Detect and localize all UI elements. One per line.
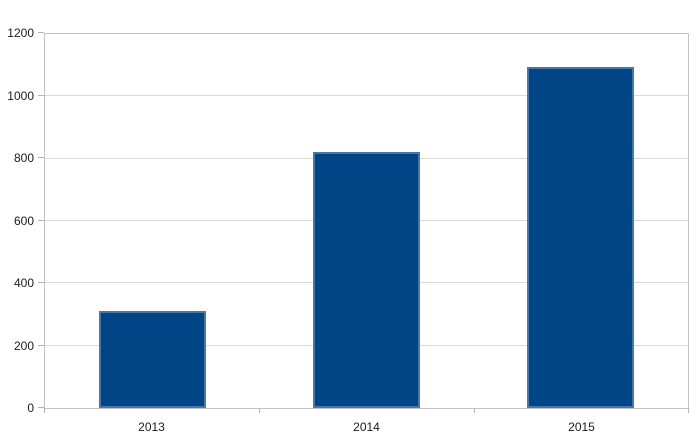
y-axis-tick-mark xyxy=(38,157,44,158)
y-axis-tick-mark xyxy=(38,32,44,33)
bar-2013 xyxy=(98,311,206,408)
y-axis-tick-mark xyxy=(38,219,44,221)
gridline-1000 xyxy=(45,95,688,97)
x-axis-tick-mark xyxy=(44,408,45,413)
y-axis-tick-mark xyxy=(38,282,44,283)
x-axis-category-label-2015: 2015 xyxy=(568,420,595,434)
y-axis-tick-label-200: 200 xyxy=(13,338,34,353)
x-axis-tick-mark xyxy=(473,408,475,413)
y-axis-tick-mark xyxy=(38,407,44,408)
y-axis-labels: 0 200 400 600 800 1000 1200 xyxy=(0,27,34,414)
x-axis-category-label-2014: 2014 xyxy=(353,420,380,434)
x-axis-ticks xyxy=(44,408,689,413)
y-axis-tick-label-0: 0 xyxy=(27,401,34,415)
y-axis-ticks xyxy=(38,32,44,408)
plot-area xyxy=(44,33,689,409)
y-axis-tick-mark xyxy=(38,344,44,346)
y-axis-tick-label-600: 600 xyxy=(13,213,34,228)
bar-2015 xyxy=(527,66,635,408)
x-axis-tick-mark xyxy=(258,408,260,413)
y-axis-tick-label-1000: 1000 xyxy=(7,88,34,103)
y-axis-tick-label-400: 400 xyxy=(13,276,34,290)
bar-2014 xyxy=(312,152,421,408)
y-axis-tick-mark xyxy=(38,94,44,96)
x-axis-category-label-2013: 2013 xyxy=(138,420,165,434)
y-axis-tick-label-1200: 1200 xyxy=(7,26,34,40)
x-axis-tick-mark xyxy=(688,408,689,413)
y-axis-tick-label-800: 800 xyxy=(13,151,34,165)
x-axis-labels: 2013 2014 2015 xyxy=(44,421,689,435)
